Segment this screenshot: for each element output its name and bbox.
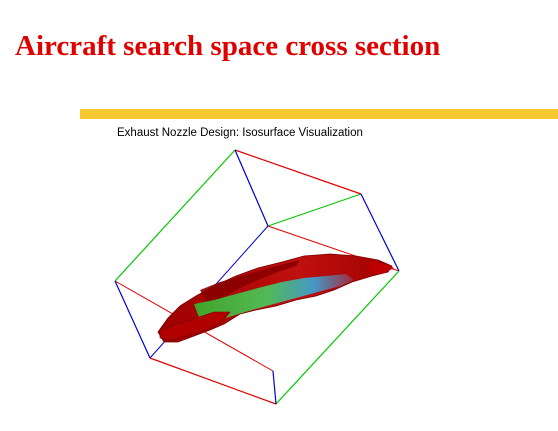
isosurface-tip — [368, 262, 394, 274]
box-edge-right-blue — [360, 193, 400, 272]
isosurface-upper-fold — [200, 260, 300, 304]
box-edge-front-blue — [234, 149, 269, 227]
isosurface-colored-band — [194, 274, 354, 322]
accent-bar — [80, 109, 558, 119]
box-edge-bottom-green — [275, 270, 400, 405]
box-edge-top-red — [234, 149, 362, 195]
figure-caption: Exhaust Nozzle Design: Isosurface Visual… — [117, 127, 363, 139]
slide-title: Aircraft search space cross section — [15, 30, 441, 62]
box-edge-top-green — [114, 149, 236, 282]
bounding-box-front-edges — [114, 149, 400, 405]
box-edge-bottom-red — [149, 357, 277, 405]
box-edge-left-blue — [114, 280, 151, 359]
box-edge-front-blue-2 — [272, 370, 277, 405]
isosurface-lower-lip — [159, 311, 231, 341]
isosurface — [157, 253, 394, 343]
box-edge-back-green — [267, 193, 362, 227]
